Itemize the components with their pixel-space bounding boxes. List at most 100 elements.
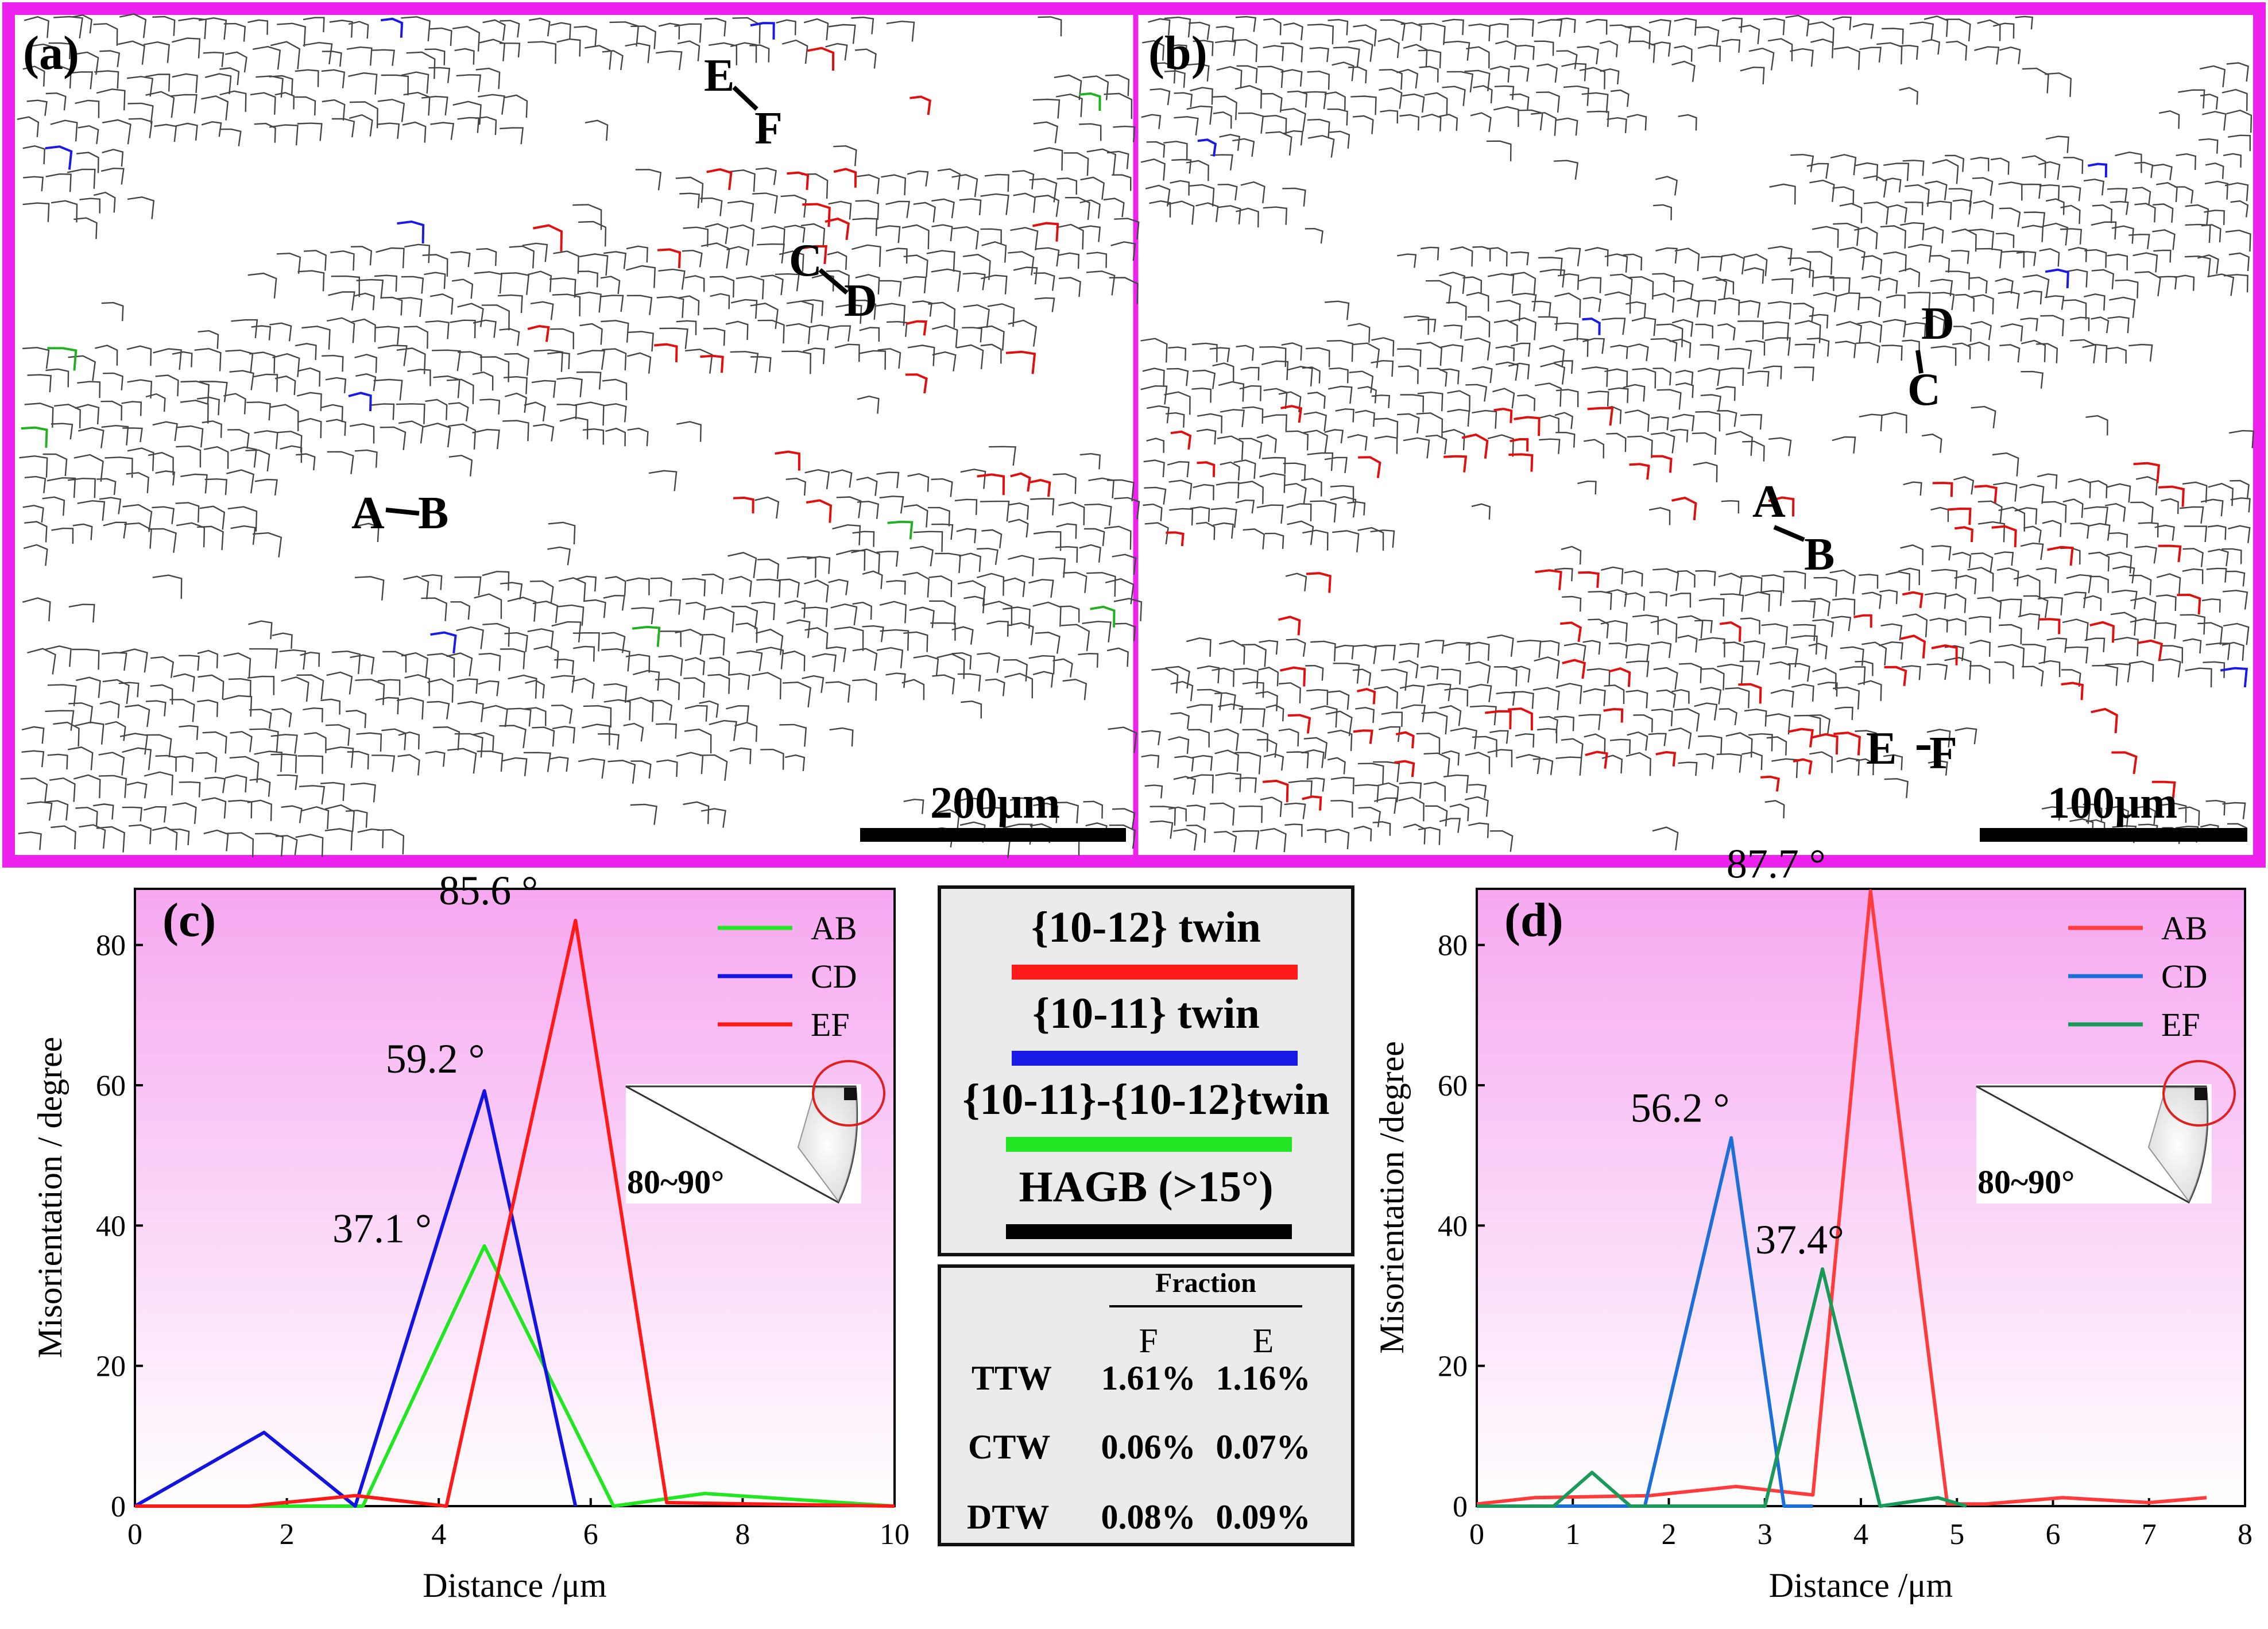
point-markers-b: A B C D E F bbox=[1752, 299, 1957, 779]
peak-annotation: 56.2 ° bbox=[1631, 1085, 1730, 1131]
x-tick-label: 8 bbox=[2238, 1518, 2252, 1551]
fraction-cell: 0.06% bbox=[1101, 1428, 1196, 1466]
panel-a: (a) A B C D E F 200μm bbox=[17, 13, 1143, 858]
highlight-circle bbox=[812, 1060, 885, 1127]
grain-boundary-map-b bbox=[1140, 14, 2254, 853]
y-tick-label: 80 bbox=[1438, 930, 1468, 962]
fraction-table-frame bbox=[938, 1264, 1354, 1546]
fraction-cell: 0.09% bbox=[1216, 1498, 1311, 1536]
ipf-pole bbox=[2195, 1088, 2207, 1100]
legend-label-cd: CD bbox=[2161, 958, 2208, 995]
boundary-lines-ctw bbox=[45, 17, 775, 654]
inset-label: 80~90° bbox=[627, 1163, 724, 1201]
peak-annotation: 59.2 ° bbox=[386, 1036, 485, 1082]
fraction-cell: 0.07% bbox=[1216, 1428, 1311, 1466]
legend-item-ctw-label: {10-11} twin bbox=[1032, 989, 1260, 1038]
y-tick-label: 0 bbox=[1453, 1491, 1468, 1523]
series-line-ab bbox=[1476, 889, 2207, 1506]
x-tick-label: 10 bbox=[880, 1518, 909, 1551]
scale-bar-a-label: 200μm bbox=[930, 777, 1060, 827]
y-tick-label: 40 bbox=[96, 1210, 126, 1243]
peak-annotation: 85.6 ° bbox=[439, 868, 538, 914]
fraction-cell: 0.08% bbox=[1101, 1498, 1196, 1536]
peak-annotation: 87.7 ° bbox=[1727, 841, 1826, 887]
legend-box-frame bbox=[938, 885, 1354, 1256]
fraction-row-label: TTW bbox=[972, 1359, 1052, 1397]
legend-item-hagb-swatch bbox=[1006, 1224, 1292, 1239]
y-tick-label: 20 bbox=[96, 1351, 126, 1383]
boundary-lines-ttw bbox=[527, 47, 1059, 523]
legend-item-ttw-swatch bbox=[1012, 965, 1298, 980]
boundary-lines-hagb bbox=[1140, 14, 2254, 853]
point-a-B: B bbox=[418, 488, 448, 539]
ipf-inset: 80~90° bbox=[625, 1060, 885, 1204]
y-tick-label: 80 bbox=[96, 930, 126, 962]
x-axis-label: Distance /μm bbox=[423, 1566, 606, 1604]
y-tick-label: 20 bbox=[1438, 1351, 1468, 1383]
panel-label: (c) bbox=[162, 893, 216, 947]
fraction-col-F: F bbox=[1139, 1322, 1158, 1360]
x-tick-label: 4 bbox=[431, 1518, 446, 1551]
fraction-col-E: E bbox=[1253, 1322, 1274, 1360]
legend-item-hagb-label: HAGB (>15°) bbox=[1019, 1163, 1273, 1211]
legend-item-dtw-swatch bbox=[1006, 1137, 1292, 1152]
legend-label-ef: EF bbox=[2161, 1006, 2200, 1043]
legend-label-ef: EF bbox=[811, 1006, 850, 1043]
point-b-E: E bbox=[1866, 723, 1897, 774]
y-tick-label: 60 bbox=[96, 1070, 126, 1102]
point-b-D: D bbox=[1921, 299, 1954, 349]
series-line-ab bbox=[135, 1244, 895, 1508]
x-tick-label: 2 bbox=[280, 1518, 295, 1551]
twin-legend-box: {10-12} twin {10-11} twin {10-11}-{10-12… bbox=[938, 885, 1354, 1256]
legend-label-ab: AB bbox=[2161, 910, 2208, 947]
fraction-row-label: CTW bbox=[968, 1428, 1050, 1466]
legend-label-ab: AB bbox=[811, 910, 857, 947]
x-tick-label: 0 bbox=[127, 1518, 142, 1551]
point-a-D: D bbox=[844, 276, 877, 326]
panel-label: (d) bbox=[1504, 893, 1563, 947]
y-axis-label: Misorientation / degree bbox=[31, 1037, 69, 1359]
legend-label-cd: CD bbox=[811, 958, 857, 995]
ipf-pole bbox=[844, 1088, 857, 1100]
x-tick-label: 3 bbox=[1758, 1518, 1772, 1551]
legend-item-dtw-label: {10-11}-{10-12}twin bbox=[962, 1075, 1329, 1124]
point-b-C: C bbox=[1907, 365, 1941, 415]
fraction-table: Fraction F E TTW 1.61% 1.16% CTW 0.06% 0… bbox=[938, 1264, 1354, 1546]
x-tick-label: 0 bbox=[1469, 1518, 1484, 1551]
x-tick-label: 7 bbox=[2142, 1518, 2157, 1551]
x-axis-label: Distance /μm bbox=[1769, 1566, 1953, 1604]
y-tick-label: 40 bbox=[1438, 1210, 1468, 1243]
peak-annotation: 37.4° bbox=[1755, 1217, 1844, 1263]
panel-a-label: (a) bbox=[23, 26, 79, 80]
scale-bar-a bbox=[860, 828, 1126, 842]
series-line-cd bbox=[134, 1089, 578, 1508]
y-tick-label: 60 bbox=[1438, 1070, 1468, 1102]
panel-b-label: (b) bbox=[1148, 26, 1207, 80]
boundary-lines-ctw bbox=[1197, 138, 2248, 688]
x-tick-label: 5 bbox=[1949, 1518, 1964, 1551]
x-tick-label: 6 bbox=[583, 1518, 598, 1551]
boundary-lines-dtw bbox=[21, 92, 1116, 647]
series-line-ef bbox=[135, 919, 895, 1508]
chart-c: 0 2 4 6 8 10 0 20 40 60 80 Distance /μm Misorientati… bbox=[31, 868, 909, 1604]
peak-annotation: 37.1 ° bbox=[332, 1206, 432, 1252]
micrograph-strip: (a) A B C D E F 200μm (b) A B bbox=[2, 2, 2266, 868]
scale-bar-b-label: 100μm bbox=[2048, 777, 2177, 827]
point-b-A: A bbox=[1752, 477, 1786, 527]
fraction-cell: 1.61% bbox=[1101, 1359, 1196, 1397]
x-tick-label: 4 bbox=[1853, 1518, 1868, 1551]
x-tick-label: 2 bbox=[1662, 1518, 1677, 1551]
boundary-lines-ttw bbox=[1166, 405, 2201, 811]
point-markers-a: A B C D E F bbox=[351, 51, 877, 539]
legend-item-ttw-label: {10-12} twin bbox=[1031, 903, 1261, 951]
boundary-lines-hagb bbox=[17, 13, 1143, 858]
grain-boundary-map-a bbox=[17, 13, 1143, 858]
plot-frame bbox=[134, 888, 896, 1507]
point-a-F: F bbox=[754, 103, 783, 154]
series-line-ef bbox=[1477, 1267, 1967, 1508]
ipf-inset: 80~90° bbox=[1976, 1060, 2236, 1204]
y-axis-label: Misorientation /degree bbox=[1373, 1041, 1411, 1354]
fraction-title: Fraction bbox=[1155, 1268, 1256, 1298]
